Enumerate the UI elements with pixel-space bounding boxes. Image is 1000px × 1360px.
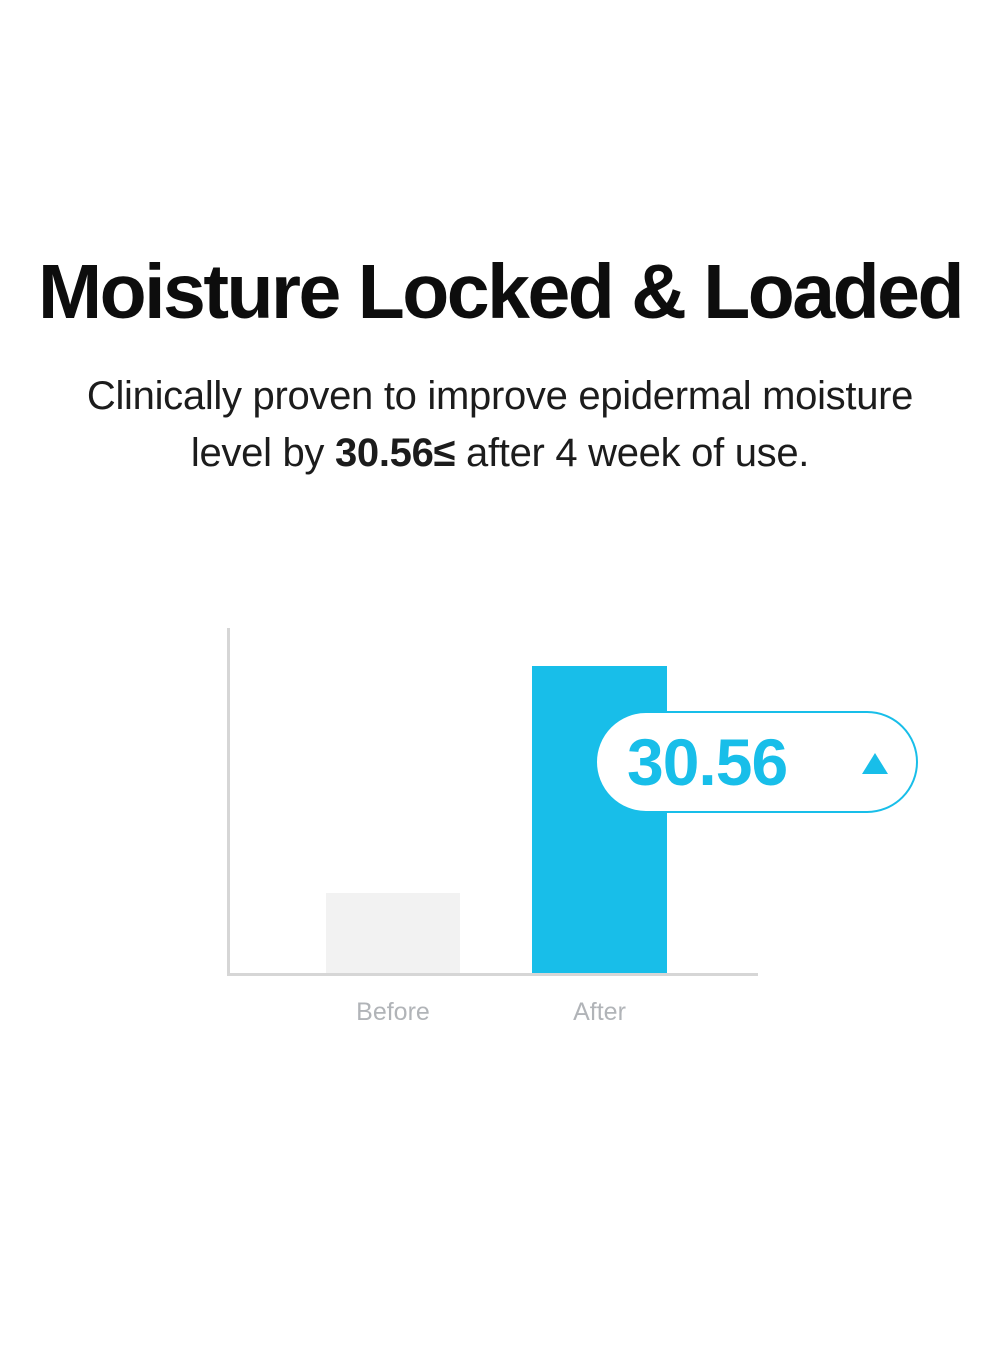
- subtitle-highlight-value: 30.56≤: [334, 431, 456, 475]
- subtitle-line2-suffix: after 4 week of use.: [455, 431, 810, 475]
- subtitle-line2: level by 30.56≤ after 4 week of use.: [190, 431, 810, 475]
- subtitle: Clinically proven to improve epidermal m…: [0, 368, 1000, 482]
- subtitle-line1: Clinically proven to improve epidermal m…: [86, 374, 914, 418]
- page-title: Moisture Locked & Loaded: [37, 249, 965, 335]
- callout-value: 30.56: [627, 725, 788, 799]
- up-triangle-icon: [862, 753, 888, 774]
- x-axis: [227, 973, 758, 976]
- axis-label-after: After: [573, 998, 626, 1026]
- axis-label-before: Before: [356, 998, 430, 1026]
- subtitle-line2-prefix: level by: [190, 431, 335, 475]
- bar-before: [326, 893, 460, 973]
- y-axis: [227, 628, 230, 976]
- value-callout: 30.56: [595, 711, 918, 813]
